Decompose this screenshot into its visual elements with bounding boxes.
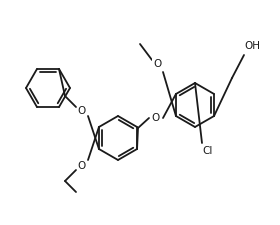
Text: O: O	[152, 113, 160, 123]
Text: O: O	[78, 106, 86, 116]
Text: O: O	[153, 59, 161, 69]
Text: Cl: Cl	[203, 146, 213, 156]
Text: OH: OH	[244, 41, 260, 51]
Text: O: O	[78, 161, 86, 171]
